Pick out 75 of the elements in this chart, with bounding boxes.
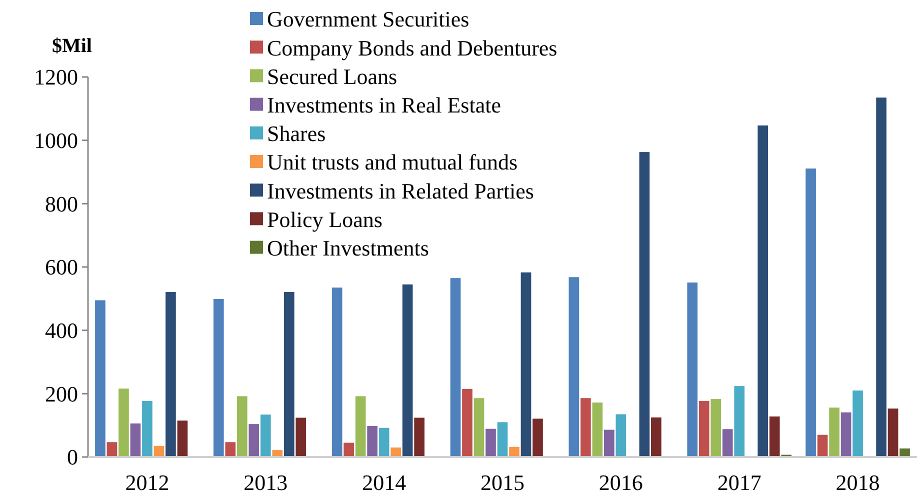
bar <box>390 448 401 457</box>
bar <box>497 422 508 457</box>
bar <box>580 398 591 457</box>
bar <box>213 298 224 457</box>
bar <box>248 424 260 457</box>
bar <box>520 272 532 457</box>
bar <box>758 125 768 457</box>
bar <box>142 400 152 457</box>
y-tick-label: 400 <box>45 318 78 344</box>
legend-label: Investments in Related Parties <box>267 178 534 204</box>
bar <box>95 300 106 457</box>
bar <box>687 282 698 457</box>
bar <box>710 399 722 457</box>
x-tick-label: 2013 <box>244 470 288 495</box>
bar <box>344 442 354 457</box>
bar <box>378 428 390 457</box>
y-tick-label: 600 <box>45 254 78 280</box>
y-tick-label: 200 <box>45 381 78 406</box>
bar <box>225 442 236 457</box>
bar <box>284 292 294 457</box>
legend-label: Policy Loans <box>267 206 382 232</box>
y-tick-label: 1000 <box>34 128 78 154</box>
bar <box>474 398 484 457</box>
bar <box>722 429 733 457</box>
legend-label: Unit trusts and mutual funds <box>267 150 518 175</box>
bar <box>568 277 580 457</box>
legend-label: Company Bonds and Debentures <box>267 35 558 60</box>
legend-label: Other Investments <box>267 236 429 260</box>
y-tick-label: 0 <box>67 444 78 470</box>
bar <box>486 428 496 457</box>
bar <box>177 420 188 457</box>
bar <box>769 416 780 457</box>
y-tick-label: 1200 <box>34 64 78 90</box>
legend-label: Investments in Real Estate <box>267 92 501 118</box>
bar <box>829 408 840 457</box>
bar <box>130 423 141 457</box>
y-tick-label: 800 <box>45 191 78 216</box>
bar <box>402 284 413 457</box>
bar <box>604 430 614 457</box>
bar <box>462 388 472 457</box>
legend-label: Secured Loans <box>267 64 398 89</box>
bar <box>106 442 118 457</box>
bar <box>236 396 248 457</box>
x-tick-label: 2014 <box>362 470 406 495</box>
x-tick-label: 2017 <box>717 470 762 495</box>
bar <box>332 288 342 457</box>
bar <box>698 400 710 457</box>
bar <box>616 414 626 457</box>
bar <box>651 417 662 457</box>
y-axis-title: $Mil <box>52 35 92 57</box>
x-tick-label: 2012 <box>125 470 170 495</box>
bar <box>592 402 603 457</box>
bar <box>414 418 424 457</box>
bar <box>260 414 271 457</box>
bar <box>367 426 378 457</box>
bar <box>639 152 650 457</box>
bar <box>806 168 816 457</box>
x-tick-label: 2016 <box>598 470 643 495</box>
bar <box>840 412 852 457</box>
x-tick-label: 2018 <box>836 470 880 495</box>
bar <box>876 98 886 457</box>
legend-label: Shares <box>267 121 326 146</box>
bar <box>296 418 306 457</box>
bar <box>166 292 176 457</box>
x-tick-label: 2015 <box>480 470 524 495</box>
bar <box>888 408 898 457</box>
legend-label: Government Securities <box>267 6 470 32</box>
bar <box>852 390 863 457</box>
bar <box>450 278 461 457</box>
bar <box>118 388 129 457</box>
bar <box>734 386 745 457</box>
bar <box>532 418 543 457</box>
bar <box>817 434 828 457</box>
bar <box>355 396 366 457</box>
bar <box>509 446 520 457</box>
